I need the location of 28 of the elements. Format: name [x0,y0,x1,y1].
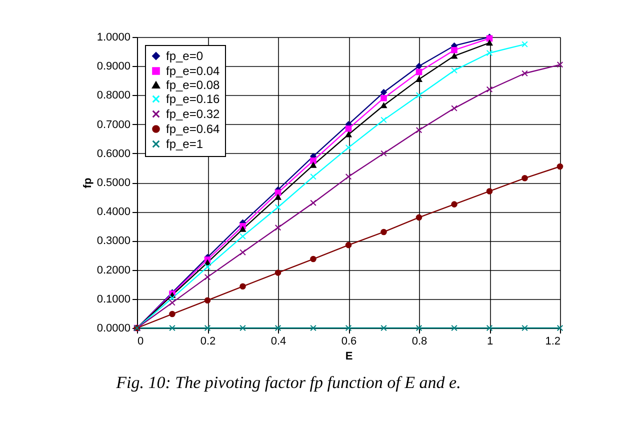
y-tick-label: 0.7000 [96,118,130,131]
x-tick-label: 0.2 [200,336,216,348]
legend-label: fp_e=1 [166,137,204,151]
y-tick-label: 0.9000 [96,60,130,73]
y-tick-label: 0.5000 [96,177,130,189]
y-tick-label: 0.4000 [96,206,130,218]
x-tick-label: 1 [486,336,494,348]
y-tick-label: 0.2000 [96,264,130,276]
caption: Fig. 10: The pivoting factor fp function of E and e. [115,373,461,392]
x-tick-label: 1.2 [545,336,560,348]
y-tick-label: 0.3000 [96,235,130,248]
y-tick-label: 0.6000 [96,148,130,160]
legend-label: fp_e=0.04 [166,64,220,78]
x-tick-label: 0.4 [270,336,286,348]
y-tick-label: 0.8000 [96,90,130,102]
legend-label: fp_e=0.08 [166,78,220,92]
y-tick-label: 0.0000 [96,322,130,334]
x-tick-label: 0 [138,336,144,348]
legend-label: fp_e=0.64 [166,122,220,136]
x-tick-label: 0.6 [341,336,357,348]
legend-label: fp_e=0.16 [166,92,220,106]
y-axis-title: fp [82,178,94,188]
x-axis-title: E [345,350,353,362]
legend-label: fp_e=0 [166,49,204,63]
x-tick-label: 0.8 [412,336,428,348]
y-tick-label: 1.0000 [96,32,130,44]
y-tick-label: 0.1000 [96,293,130,306]
legend-label: fp_e=0.32 [166,107,220,121]
